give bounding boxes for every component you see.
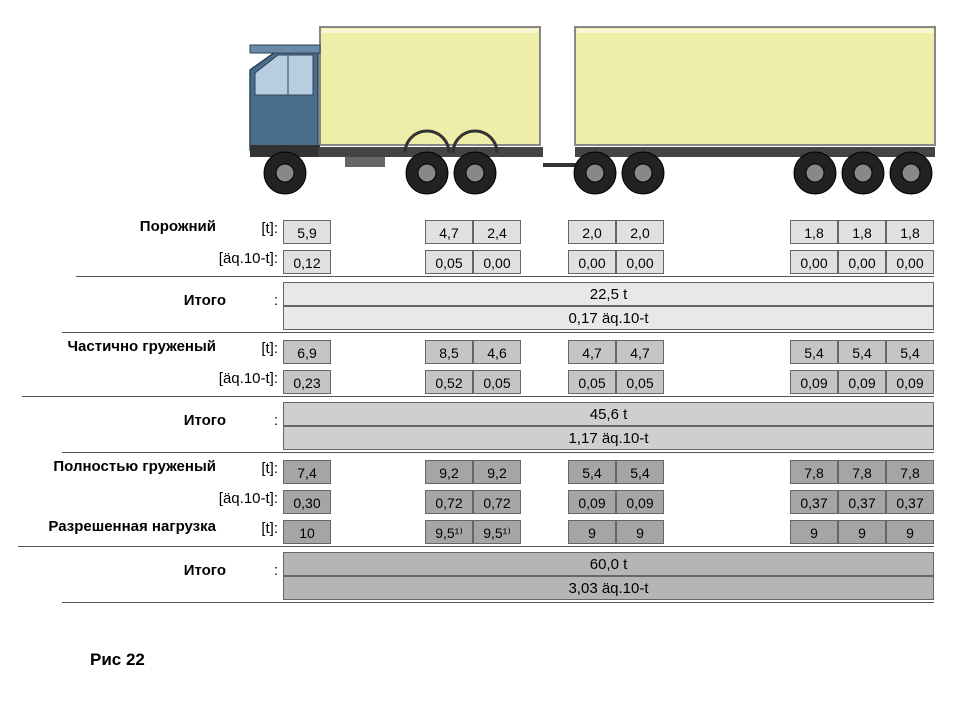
axle-cell: 0,37	[838, 490, 886, 514]
axle-cell: 0,00	[568, 250, 616, 274]
row-label: Полностью груженый	[53, 458, 216, 475]
row-label: Итого	[184, 412, 226, 429]
section-underline	[22, 396, 934, 397]
axle-cell: 7,4	[283, 460, 331, 484]
row-label: Итого	[184, 562, 226, 579]
row-label: :	[274, 562, 278, 579]
row-label: [äq.10-t]:	[219, 250, 278, 267]
axle-cell: 9	[886, 520, 934, 544]
row-label: Частично груженый	[68, 338, 217, 355]
axle-cell: 5,4	[838, 340, 886, 364]
section-underline	[62, 452, 934, 453]
total-bar: 22,5 t	[283, 282, 934, 306]
axle-cell: 9	[568, 520, 616, 544]
axle-cell: 9	[838, 520, 886, 544]
axle-cell: 0,37	[886, 490, 934, 514]
axle-cell: 4,6	[473, 340, 521, 364]
axle-cell: 4,7	[616, 340, 664, 364]
axle-cell: 1,8	[790, 220, 838, 244]
axle-cell: 2,0	[568, 220, 616, 244]
truck-illustration	[200, 15, 940, 205]
axle-cell: 0,37	[790, 490, 838, 514]
axle-cell: 5,9	[283, 220, 331, 244]
section-underline	[62, 332, 934, 333]
axle-cell: 0,12	[283, 250, 331, 274]
axle-cell: 0,00	[838, 250, 886, 274]
row-label: [t]:	[261, 220, 278, 237]
row-label: :	[274, 292, 278, 309]
axle-cell: 0,05	[425, 250, 473, 274]
section-underline	[62, 602, 934, 603]
axle-cell: 5,4	[616, 460, 664, 484]
axle-cell: 9,5¹⁾	[473, 520, 521, 544]
axle-cell: 9	[790, 520, 838, 544]
axle-cell: 8,5	[425, 340, 473, 364]
total-bar: 45,6 t	[283, 402, 934, 426]
total-bar: 1,17 äq.10-t	[283, 426, 934, 450]
axle-cell: 1,8	[886, 220, 934, 244]
axle-cell: 0,23	[283, 370, 331, 394]
axle-cell: 0,30	[283, 490, 331, 514]
row-label: Итого	[184, 292, 226, 309]
axle-cell: 1,8	[838, 220, 886, 244]
row-label: [t]:	[261, 340, 278, 357]
axle-cell: 0,00	[790, 250, 838, 274]
axle-cell: 2,0	[616, 220, 664, 244]
axle-cell: 9,2	[425, 460, 473, 484]
axle-cell: 7,8	[790, 460, 838, 484]
axle-cell: 0,00	[473, 250, 521, 274]
row-label: [äq.10-t]:	[219, 370, 278, 387]
axle-cell: 0,00	[616, 250, 664, 274]
figure-caption: Рис 22	[90, 650, 145, 670]
axle-cell: 0,05	[568, 370, 616, 394]
total-bar: 0,17 äq.10-t	[283, 306, 934, 330]
axle-cell: 0,52	[425, 370, 473, 394]
total-bar: 60,0 t	[283, 552, 934, 576]
axle-cell: 0,05	[616, 370, 664, 394]
axle-cell: 7,8	[886, 460, 934, 484]
axle-load-diagram: { "caption": "Рис 22", "axle_x": [283, 4…	[0, 0, 960, 720]
section-underline	[76, 276, 934, 277]
row-label: :	[274, 412, 278, 429]
axle-cell: 0,72	[473, 490, 521, 514]
axle-cell: 0,09	[616, 490, 664, 514]
axle-cell: 9,5¹⁾	[425, 520, 473, 544]
axle-cell: 5,4	[886, 340, 934, 364]
row-label: [t]:	[261, 460, 278, 477]
axle-cell: 0,00	[886, 250, 934, 274]
row-label: Порожний	[140, 218, 216, 235]
axle-cell: 4,7	[425, 220, 473, 244]
axle-cell: 5,4	[568, 460, 616, 484]
total-bar: 3,03 äq.10-t	[283, 576, 934, 600]
section-underline	[18, 546, 934, 547]
axle-cell: 0,09	[568, 490, 616, 514]
axle-cell: 9	[616, 520, 664, 544]
row-label: Разрешенная нагрузка	[48, 518, 216, 535]
axle-cell: 0,72	[425, 490, 473, 514]
axle-cell: 0,09	[790, 370, 838, 394]
axle-cell: 6,9	[283, 340, 331, 364]
axle-cell: 7,8	[838, 460, 886, 484]
row-label: [t]:	[261, 520, 278, 537]
axle-cell: 2,4	[473, 220, 521, 244]
axle-cell: 10	[283, 520, 331, 544]
axle-cell: 9,2	[473, 460, 521, 484]
axle-cell: 4,7	[568, 340, 616, 364]
axle-cell: 0,09	[886, 370, 934, 394]
axle-cell: 0,09	[838, 370, 886, 394]
axle-cell: 0,05	[473, 370, 521, 394]
axle-cell: 5,4	[790, 340, 838, 364]
row-label: [äq.10-t]:	[219, 490, 278, 507]
